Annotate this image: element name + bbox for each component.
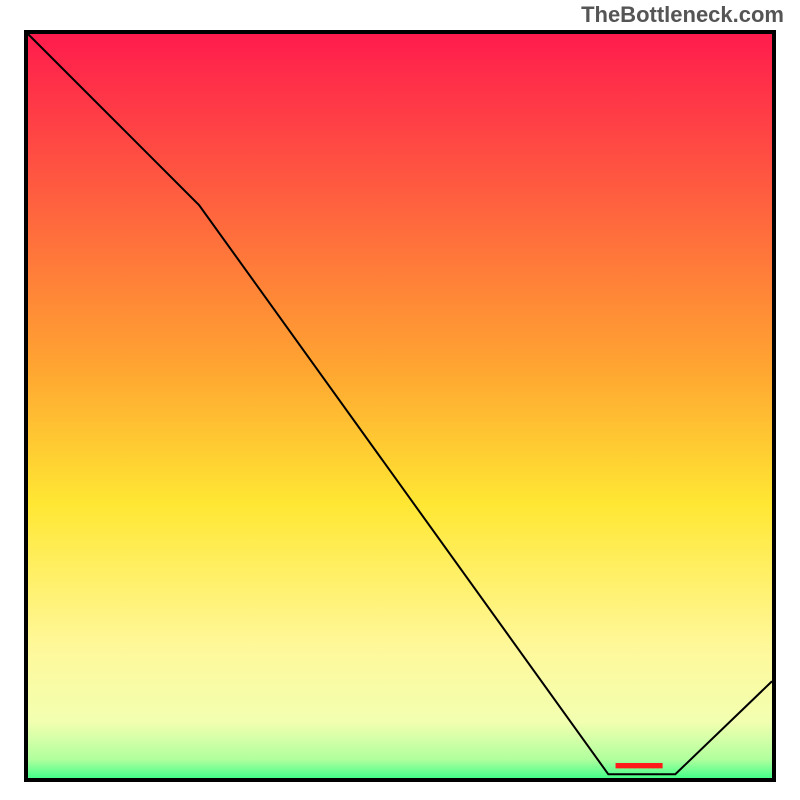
watermark-text: TheBottleneck.com — [581, 2, 784, 28]
chart-svg: ■■■■■■■■■■ — [24, 30, 776, 782]
chart-container: ■■■■■■■■■■ — [24, 30, 776, 782]
flat-segment-label: ■■■■■■■■■■ — [615, 760, 663, 772]
